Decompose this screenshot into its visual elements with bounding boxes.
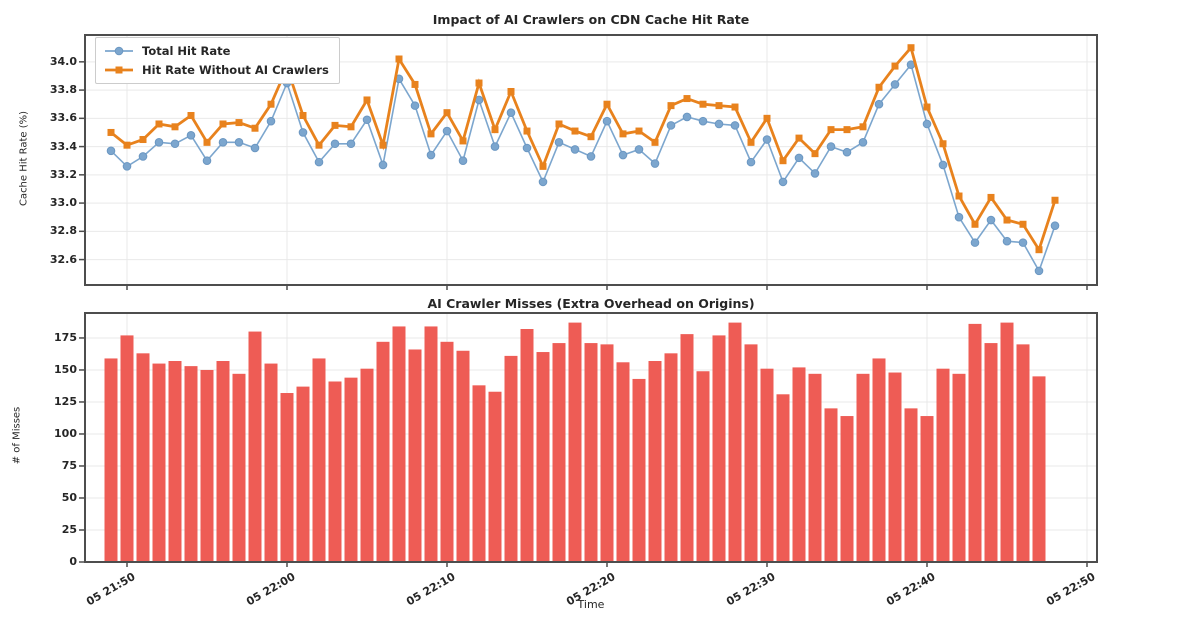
miss-bar bbox=[328, 381, 342, 562]
miss-bar bbox=[776, 394, 790, 562]
miss-bar bbox=[696, 371, 710, 562]
tick-marks bbox=[79, 337, 1088, 567]
miss-bar bbox=[616, 362, 630, 562]
miss-bar bbox=[296, 386, 310, 562]
miss-bar bbox=[136, 353, 150, 562]
miss-bar bbox=[1016, 344, 1030, 562]
miss-bar bbox=[600, 344, 614, 562]
miss-bar bbox=[648, 361, 662, 562]
miss-bar bbox=[504, 355, 518, 562]
line-chart-plot bbox=[79, 34, 1098, 290]
miss-bar bbox=[408, 349, 422, 562]
miss-bar bbox=[280, 393, 294, 562]
y-tick-label: 33.2 bbox=[49, 167, 77, 181]
miss-bar bbox=[888, 372, 902, 562]
y-tick-label: 33.6 bbox=[49, 111, 77, 125]
legend-item-without-crawlers: Hit Rate Without AI Crawlers bbox=[104, 62, 329, 78]
miss-bar bbox=[440, 341, 454, 562]
legend-line-square-icon bbox=[105, 66, 133, 74]
miss-bar bbox=[568, 322, 582, 562]
miss-bar bbox=[216, 361, 230, 562]
y-tick-label: 125 bbox=[54, 394, 77, 408]
miss-bar bbox=[344, 377, 358, 562]
miss-bar bbox=[152, 363, 166, 562]
y-tick-label: 75 bbox=[61, 458, 77, 472]
legend-label-without-crawlers: Hit Rate Without AI Crawlers bbox=[142, 63, 329, 77]
miss-bar bbox=[808, 373, 822, 562]
y-tick-label: 33.8 bbox=[49, 83, 77, 97]
plot-border bbox=[84, 312, 1098, 563]
y-tick-label: 150 bbox=[54, 362, 77, 376]
y-tick-label: 33.0 bbox=[49, 196, 77, 210]
miss-bar bbox=[552, 343, 566, 562]
miss-bar bbox=[792, 367, 806, 562]
miss-bar bbox=[856, 373, 870, 562]
miss-bars bbox=[104, 322, 1046, 562]
miss-bar bbox=[968, 323, 982, 562]
miss-bar bbox=[360, 368, 374, 562]
miss-bar bbox=[872, 358, 886, 562]
miss-bar bbox=[680, 334, 694, 562]
miss-bar bbox=[984, 343, 998, 562]
miss-bar bbox=[824, 408, 838, 562]
miss-bar bbox=[584, 343, 598, 562]
miss-bar bbox=[1000, 322, 1014, 562]
miss-bar bbox=[424, 326, 438, 562]
miss-bar bbox=[456, 350, 470, 562]
miss-bar bbox=[520, 329, 534, 562]
miss-bar bbox=[1032, 376, 1046, 562]
bottom-chart-ylabel: # of Misses bbox=[11, 406, 23, 465]
miss-bar bbox=[184, 366, 198, 562]
y-tick-label: 32.6 bbox=[49, 252, 77, 266]
miss-bar bbox=[760, 368, 774, 562]
miss-bar bbox=[920, 416, 934, 562]
without-crawlers-markers bbox=[107, 44, 1059, 254]
total-hit-rate-line bbox=[110, 62, 1056, 273]
miss-bar bbox=[104, 358, 118, 562]
bar-chart-plot bbox=[79, 312, 1098, 567]
miss-bar bbox=[744, 344, 758, 562]
legend: Total Hit Rate Hit Rate Without AI Crawl… bbox=[95, 37, 340, 84]
miss-bar bbox=[392, 326, 406, 562]
miss-bar bbox=[712, 335, 726, 562]
top-chart-title: Impact of AI Crawlers on CDN Cache Hit R… bbox=[432, 12, 750, 27]
miss-bar bbox=[264, 363, 278, 562]
legend-label-total-hit-rate: Total Hit Rate bbox=[142, 44, 231, 58]
y-tick-label: 175 bbox=[54, 330, 77, 344]
miss-bar bbox=[376, 341, 390, 562]
miss-bar bbox=[168, 361, 182, 562]
total-hit-rate-markers bbox=[106, 60, 1060, 276]
y-tick-label: 100 bbox=[54, 426, 77, 440]
plot-border bbox=[84, 34, 1098, 286]
miss-bar bbox=[232, 373, 246, 562]
y-tick-label: 34.0 bbox=[49, 54, 77, 68]
top-chart-ylabel: Cache Hit Rate (%) bbox=[18, 110, 30, 207]
x-axis-label: Time bbox=[577, 598, 605, 611]
tick-marks bbox=[79, 61, 1088, 290]
miss-bar bbox=[488, 391, 502, 562]
y-tick-label: 33.4 bbox=[49, 139, 77, 153]
y-tick-label: 0 bbox=[69, 555, 77, 568]
miss-bar bbox=[952, 373, 966, 562]
miss-bar bbox=[200, 369, 214, 562]
miss-bar bbox=[840, 416, 854, 562]
legend-line-circle-icon bbox=[105, 46, 133, 56]
legend-item-total-hit-rate: Total Hit Rate bbox=[104, 43, 329, 59]
miss-bar bbox=[312, 358, 326, 562]
miss-bar bbox=[248, 331, 262, 562]
miss-bar bbox=[936, 368, 950, 562]
miss-bar bbox=[632, 378, 646, 562]
y-tick-label: 25 bbox=[61, 522, 77, 536]
miss-bar bbox=[472, 385, 486, 562]
bottom-chart-title: AI Crawler Misses (Extra Overhead on Ori… bbox=[427, 296, 755, 311]
y-tick-label: 32.8 bbox=[49, 224, 77, 238]
y-tick-label: 50 bbox=[61, 490, 77, 504]
miss-bar bbox=[728, 322, 742, 562]
miss-bar bbox=[536, 352, 550, 562]
miss-bar bbox=[120, 335, 134, 562]
miss-bar bbox=[664, 353, 678, 562]
miss-bar bbox=[904, 408, 918, 562]
